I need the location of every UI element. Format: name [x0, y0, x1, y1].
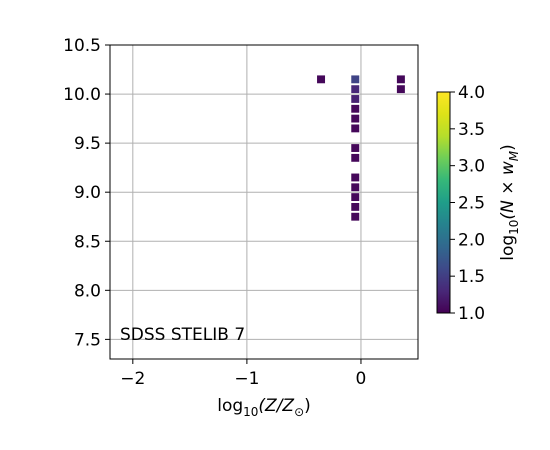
- heatmap-cell: [351, 85, 360, 94]
- y-tick-label: 10.5: [63, 36, 101, 56]
- heatmap-cell: [351, 104, 360, 113]
- plot-frame: [109, 44, 419, 360]
- colorbar-label-tail: ): [498, 144, 518, 151]
- y-tick-label: 10.0: [63, 85, 101, 105]
- colorbar-tick-label: 1.0: [458, 304, 485, 324]
- y-tick-label: 9.5: [74, 134, 101, 154]
- y-tick-label: 8.0: [74, 281, 101, 301]
- heatmap-cell: [351, 153, 360, 162]
- heatmap-cell: [351, 183, 360, 192]
- colorbar-tick-label: 4.0: [458, 83, 485, 103]
- heatmap-cell: [396, 85, 405, 94]
- heatmap-cell: [317, 75, 326, 84]
- colorbar-tick-label: 2.0: [458, 230, 485, 250]
- heatmap-cell: [351, 212, 360, 221]
- heatmap-cells: [317, 75, 405, 221]
- dataset-annotation: SDSS STELIB 7: [120, 325, 245, 345]
- x-axis-label-body: (Z/Z: [258, 396, 294, 416]
- colorbar-tick-label: 1.5: [458, 267, 485, 287]
- x-tick-label: −1: [234, 369, 259, 389]
- colorbar-ticks: 1.0 1.5 2.0 2.5 3.0 3.5 4.0: [450, 83, 485, 324]
- x-axis-label-base: log: [217, 396, 243, 416]
- colorbar-tick-label: 3.0: [458, 157, 485, 177]
- x-tick-label: 0: [356, 369, 367, 389]
- colorbar-label-body: (N × w: [498, 161, 518, 219]
- colorbar-label-sub: 10: [507, 220, 521, 235]
- heatmap-cell: [396, 75, 405, 84]
- heatmap-cell: [351, 75, 360, 84]
- heatmap-cell: [351, 95, 360, 103]
- heatmap-cell: [351, 202, 360, 211]
- heatmap-cell: [351, 173, 360, 182]
- colorbar-tick-label: 3.5: [458, 120, 485, 140]
- grid-lines: [110, 44, 418, 359]
- x-axis-label: log10(Z/Z⊙): [217, 396, 311, 419]
- colorbar-tick-label: 2.5: [458, 194, 485, 214]
- x-tick-label: −2: [120, 369, 145, 389]
- heatmap-cell: [351, 114, 360, 123]
- heatmap-cell: [351, 144, 360, 152]
- x-axis-label-tail: ): [304, 396, 311, 416]
- heatmap-cell: [351, 124, 360, 133]
- colorbar-label-base: log: [498, 235, 518, 261]
- colorbar-label: log10(N × wM): [498, 144, 521, 261]
- x-axis-label-sub: 10: [243, 405, 258, 419]
- y-tick-label: 8.5: [74, 232, 101, 252]
- axis-ticks: −2 −1 0 7.5 8.0 8.5 9.0 9.5 10.0 10.5: [63, 36, 366, 389]
- x-axis-label-sun-symbol: ⊙: [294, 405, 304, 419]
- y-tick-label: 9.0: [74, 183, 101, 203]
- y-tick-label: 7.5: [74, 330, 101, 350]
- colorbar: [436, 91, 451, 314]
- colorbar-label-msub: M: [507, 150, 521, 161]
- heatmap-cell: [351, 193, 360, 202]
